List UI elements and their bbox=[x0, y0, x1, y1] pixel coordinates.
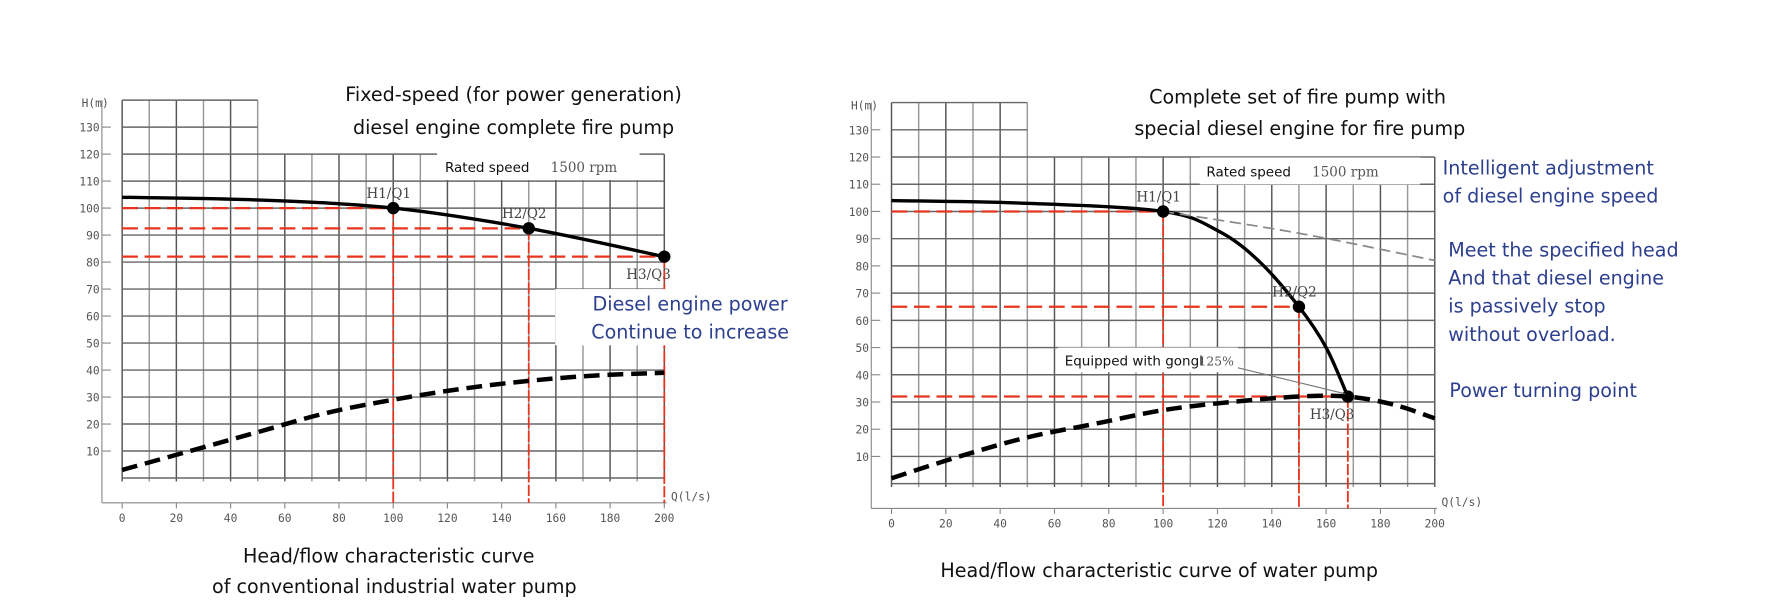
y-tick-label: 50 bbox=[86, 338, 100, 351]
x-tick-label: 120 bbox=[1207, 518, 1228, 531]
x-tick-label: 100 bbox=[383, 512, 404, 525]
y-tick-label: 110 bbox=[79, 176, 100, 189]
y-tick-label: 60 bbox=[855, 315, 869, 328]
x-tick-label: 40 bbox=[224, 512, 238, 525]
x-tick-label: 200 bbox=[1425, 518, 1446, 531]
x-tick-label: 160 bbox=[546, 512, 567, 525]
y-tick-label: 130 bbox=[79, 122, 100, 135]
y-tick-label: 100 bbox=[849, 206, 870, 219]
x-tick-label: 100 bbox=[1153, 518, 1174, 531]
x-axis-label: Q(l/s) bbox=[1442, 496, 1483, 509]
left-title-line2: diesel engine complete fire pump bbox=[353, 116, 674, 139]
x-tick-label: 80 bbox=[1102, 518, 1116, 531]
y-tick-label: 70 bbox=[86, 284, 100, 297]
y-axis-label: H(m) bbox=[851, 99, 878, 112]
y-tick-label: 50 bbox=[855, 342, 869, 355]
operating-point bbox=[658, 250, 671, 263]
point-label: H2/Q2 bbox=[1272, 285, 1317, 301]
y-tick-label: 120 bbox=[849, 152, 870, 165]
operating-point bbox=[1292, 300, 1306, 313]
y-tick-label: 30 bbox=[86, 392, 100, 405]
y-tick-label: 90 bbox=[86, 230, 100, 243]
x-tick-label: 120 bbox=[437, 512, 458, 525]
y-tick-label: 80 bbox=[86, 257, 100, 270]
x-axis-label: Q(l/s) bbox=[671, 491, 712, 504]
rated-speed-label: Rated speed bbox=[1206, 165, 1291, 181]
y-tick-label: 60 bbox=[86, 311, 100, 324]
rated-speed-label: Rated speed bbox=[445, 160, 530, 176]
y-tick-label: 20 bbox=[86, 419, 100, 432]
x-tick-label: 80 bbox=[332, 512, 346, 525]
y-tick-label: 120 bbox=[79, 149, 100, 162]
equipped-box bbox=[1057, 347, 1238, 373]
right-annotation-6: without overload. bbox=[1448, 323, 1615, 346]
right-annotation-3: Meet the specified head bbox=[1448, 238, 1678, 261]
right-title-line1: Complete set of fire pump with bbox=[1149, 85, 1446, 108]
point-label: H1/Q1 bbox=[366, 186, 411, 202]
x-tick-label: 160 bbox=[1316, 518, 1337, 531]
y-tick-label: 90 bbox=[855, 233, 869, 246]
y-axis-label: H(m) bbox=[82, 97, 109, 110]
y-tick-label: 40 bbox=[855, 369, 869, 382]
operating-point bbox=[387, 201, 400, 215]
right-annotation-7: Power turning point bbox=[1449, 379, 1637, 402]
y-tick-label: 30 bbox=[855, 396, 869, 409]
y-tick-label: 40 bbox=[86, 365, 100, 378]
y-tick-label: 80 bbox=[855, 260, 869, 273]
operating-point bbox=[522, 222, 535, 235]
y-tick-label: 130 bbox=[849, 124, 870, 137]
y-tick-label: 100 bbox=[79, 203, 100, 216]
rated-speed-box bbox=[1199, 157, 1421, 185]
x-tick-label: 140 bbox=[492, 512, 513, 525]
operating-point bbox=[1156, 205, 1170, 218]
chart-left: 10 20 30 40 50 60 70 80 90 100 110 120 130 0 20 40 60 80 1… bbox=[79, 97, 812, 525]
y-tick-label: 110 bbox=[849, 179, 870, 192]
x-tick-label: 20 bbox=[939, 518, 953, 531]
annotation-box bbox=[555, 289, 812, 346]
chart-right: 10 20 30 40 50 60 70 80 90 100 110 120 130 0 20 40 60 80 1… bbox=[849, 99, 1482, 530]
x-tick-label: 60 bbox=[1048, 518, 1062, 531]
operating-point bbox=[1341, 390, 1355, 403]
power-curve bbox=[890, 393, 1436, 481]
right-annotation-5: is passively stop bbox=[1448, 295, 1605, 318]
x-tick-label: 180 bbox=[600, 512, 621, 525]
right-annotation-4: And that diesel engine bbox=[1448, 267, 1664, 290]
rated-speed-box bbox=[437, 152, 640, 180]
equipped-pointer bbox=[1237, 367, 1345, 395]
left-title-line1: Fixed-speed (for power generation) bbox=[345, 83, 682, 106]
x-tick-label: 140 bbox=[1262, 518, 1283, 531]
fixed-speed-reference-curve bbox=[1162, 210, 1435, 262]
x-tick-label: 60 bbox=[278, 512, 292, 525]
head-curve bbox=[891, 198, 1350, 398]
x-tick-label: 180 bbox=[1370, 518, 1391, 531]
right-annotation-2: of diesel engine speed bbox=[1443, 184, 1659, 207]
y-tick-label: 10 bbox=[86, 446, 100, 459]
x-tick-label: 0 bbox=[119, 512, 126, 525]
right-caption: Head/flow characteristic curve of water … bbox=[940, 559, 1378, 582]
equipped-label: Equipped with gongl bbox=[1065, 354, 1203, 370]
y-tick-label: 10 bbox=[855, 451, 869, 464]
equipped-value: 125% bbox=[1199, 355, 1235, 369]
y-tick-label: 70 bbox=[855, 288, 869, 301]
left-caption-line2: of conventional industrial water pump bbox=[212, 575, 577, 598]
left-annotation-2: Continue to increase bbox=[591, 321, 789, 344]
x-tick-label: 40 bbox=[993, 518, 1007, 531]
x-tick-label: 0 bbox=[888, 518, 895, 531]
rated-speed-value: 1500 rpm bbox=[551, 160, 618, 176]
y-tick-label: 20 bbox=[855, 424, 869, 437]
point-label: H3/Q3 bbox=[1310, 407, 1355, 423]
point-label: H2/Q2 bbox=[502, 206, 547, 222]
point-label: H3/Q3 bbox=[626, 267, 671, 283]
x-tick-label: 20 bbox=[170, 512, 184, 525]
x-tick-label: 200 bbox=[654, 512, 675, 525]
right-title-line2: special diesel engine for fire pump bbox=[1134, 117, 1465, 140]
right-annotation-1: Intelligent adjustment bbox=[1443, 156, 1655, 179]
left-annotation-1: Diesel engine power bbox=[593, 292, 788, 315]
rated-speed-value: 1500 rpm bbox=[1312, 165, 1379, 181]
left-caption-line1: Head/flow characteristic curve bbox=[243, 544, 535, 567]
point-label: H1/Q1 bbox=[1136, 189, 1181, 205]
